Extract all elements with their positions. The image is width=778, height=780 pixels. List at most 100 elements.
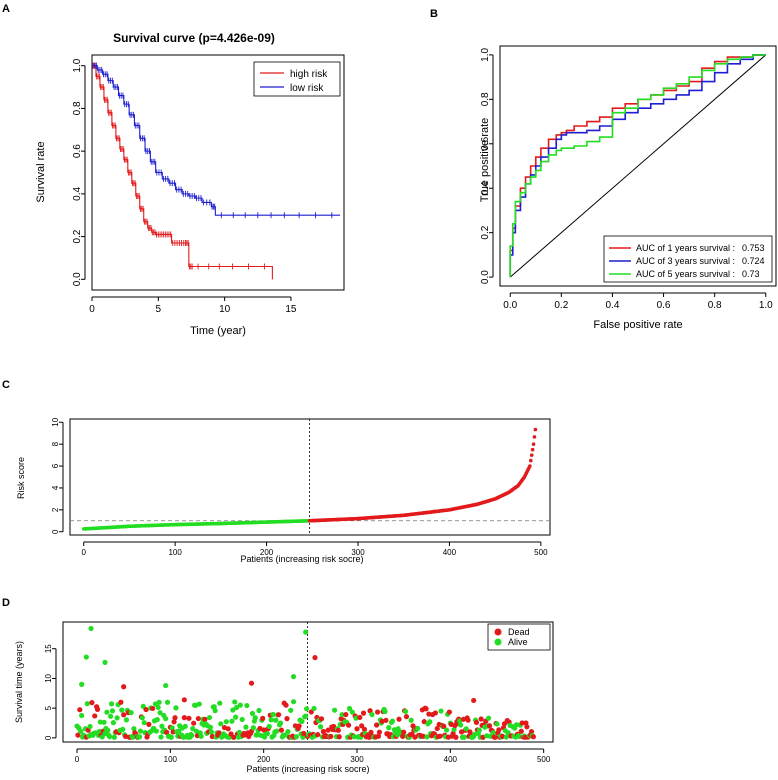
point-alive [424, 734, 430, 740]
point-dead [492, 734, 498, 740]
risk-point [532, 435, 537, 439]
point-dead [301, 730, 307, 737]
point-alive [239, 716, 245, 723]
panel-d-x-tick-label: 200 [257, 755, 271, 764]
point-dead [441, 723, 447, 729]
point-dead [473, 719, 480, 726]
point-dead [202, 716, 208, 722]
point-dead [146, 721, 152, 727]
panel-c-y-tick-label: 10 [51, 417, 60, 426]
point-alive [249, 710, 256, 717]
panel-b-legend: AUC of 1 years survival : 0.753 AUC of 3… [603, 235, 773, 283]
panel-c-points [70, 419, 550, 535]
point-alive [190, 726, 196, 732]
point-alive [438, 708, 444, 714]
point-dead [423, 706, 429, 712]
panel-c-y-tick-label: 6 [51, 463, 60, 468]
panel-b-plot-box [499, 45, 777, 287]
point-alive [128, 710, 134, 716]
legend-label-high-risk: high risk [290, 69, 328, 80]
point-dead [191, 720, 197, 726]
point-alive [444, 727, 450, 733]
point-alive [164, 699, 171, 705]
panel-letter-b: B [430, 8, 438, 20]
panel-c-y-tick-label: 2 [51, 507, 60, 512]
point-alive [243, 724, 249, 730]
panel-d-x-tick-label: 300 [350, 755, 364, 764]
panel-b-x-tick-label: 0.0 [503, 300, 517, 311]
point-dead [401, 729, 407, 735]
risk-point [529, 458, 533, 463]
point-dead [335, 727, 341, 733]
point-dead [164, 729, 170, 735]
point-alive [123, 717, 130, 723]
point-alive [87, 723, 93, 730]
panel-c-x-tick-label: 200 [260, 548, 274, 557]
point-alive [299, 718, 305, 725]
point-alive [285, 729, 291, 735]
point-alive [207, 724, 214, 730]
panel-b-x-tick-label: 0.4 [605, 300, 619, 311]
point-alive [217, 700, 223, 706]
risk-point [529, 453, 534, 457]
point-dead [75, 732, 81, 738]
point-alive [233, 714, 239, 720]
point-alive [101, 719, 107, 725]
panel-a-x-tick-label: 5 [156, 304, 162, 315]
point-dead [328, 733, 334, 740]
point-alive [108, 713, 114, 719]
point-alive [273, 717, 279, 723]
point-alive [304, 706, 310, 712]
point-dead [260, 715, 266, 721]
point-alive [206, 714, 213, 721]
point-alive [237, 702, 243, 708]
point-dead [530, 734, 537, 740]
panel-b-ylabel: True positive rate [479, 118, 491, 203]
point-dead [170, 729, 176, 735]
point-dead [471, 697, 477, 704]
point-dead [315, 732, 321, 738]
point-dead [318, 716, 325, 722]
risk-point [533, 427, 538, 432]
point-dead [89, 700, 95, 706]
point-alive [339, 712, 345, 718]
panel-a-y-tick-label: 0.6 [72, 144, 83, 158]
point-alive [332, 707, 338, 713]
point-alive [182, 723, 188, 729]
panel-b-legend-box [603, 235, 773, 283]
panel-a-series [92, 62, 341, 280]
point-alive [212, 708, 218, 714]
point-dead [284, 716, 290, 722]
point-dead [283, 702, 289, 708]
panel-a-y-tick-label: 0.8 [72, 101, 83, 115]
point-dead [383, 717, 389, 723]
point-alive [141, 720, 147, 726]
point-dead [446, 709, 452, 715]
point-alive [88, 625, 94, 632]
point-dead [296, 723, 302, 729]
panel-b-x-tick-label: 0.8 [708, 300, 722, 311]
point-dead [94, 706, 101, 712]
point-dead [450, 730, 456, 737]
point-dead [400, 733, 406, 739]
point-dead [336, 734, 342, 740]
point-dead [486, 723, 493, 729]
panel-b-y-tick-label: 0.0 [480, 270, 491, 284]
panel-b-series [509, 54, 767, 278]
point-alive [290, 674, 297, 680]
point-alive [154, 717, 160, 723]
point-alive [119, 707, 125, 713]
roc-diagonal [509, 54, 767, 278]
panel-b-y-tick-label: 0.6 [480, 136, 491, 150]
panel-a-y-tick-label: 0.0 [72, 272, 83, 286]
panel-b-roc-curve: B 0.0 0.2 0.4 0.6 0.8 1.0 0.0 0.2 0.4 0.6 0.8 1.0 F… [430, 8, 777, 331]
panel-c-y-tick-label: 8 [51, 441, 60, 446]
panel-c-plot-box [69, 418, 551, 536]
point-alive [158, 734, 164, 740]
panel-a-survival-curve: A Survival curve (p=4.426e-09) 0 5 10 15 0.0… [2, 3, 345, 337]
point-alive [223, 719, 229, 725]
point-alive [494, 721, 500, 727]
point-dead [360, 710, 367, 716]
point-dead [478, 716, 484, 722]
point-dead [276, 712, 282, 718]
